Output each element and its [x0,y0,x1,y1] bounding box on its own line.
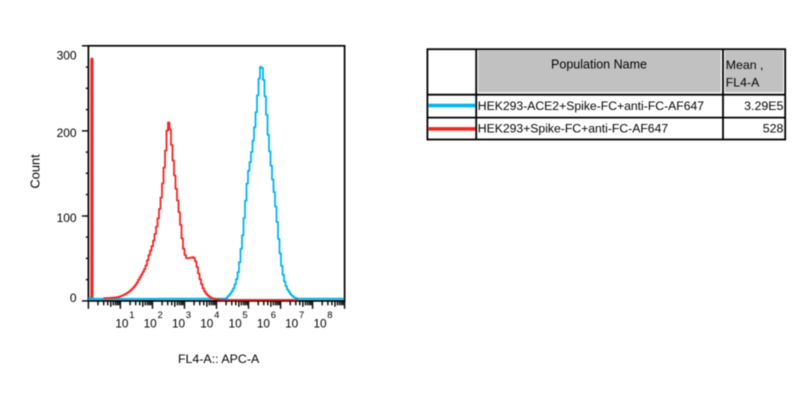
svg-text:528: 528 [763,122,784,136]
svg-text:10: 10 [144,316,158,330]
svg-text:FL4-A:: APC-A: FL4-A:: APC-A [178,352,260,366]
svg-text:FL4-A: FL4-A [726,75,760,89]
svg-text:10: 10 [229,316,243,330]
svg-text:8: 8 [327,310,332,321]
svg-text:10: 10 [257,316,271,330]
svg-text:10: 10 [200,316,214,330]
svg-text:10: 10 [172,316,186,330]
svg-text:5: 5 [242,310,247,321]
svg-text:100: 100 [57,211,77,225]
svg-text:2: 2 [158,310,163,321]
svg-text:6: 6 [271,310,276,321]
svg-text:Population Name: Population Name [551,57,647,71]
svg-text:3.29E5: 3.29E5 [744,99,783,113]
svg-text:HEK293+Spike-FC+anti-FC-AF647: HEK293+Spike-FC+anti-FC-AF647 [478,122,669,136]
svg-text:300: 300 [57,49,77,63]
svg-text:10: 10 [285,316,299,330]
svg-text:10: 10 [313,316,327,330]
svg-text:3: 3 [186,310,191,321]
svg-text:7: 7 [299,310,304,321]
svg-text:4: 4 [214,310,219,321]
svg-text:Count: Count [27,154,42,189]
svg-text:Mean ,: Mean , [726,58,764,72]
svg-text:10: 10 [115,316,129,330]
svg-text:1: 1 [129,310,134,321]
svg-text:HEK293-ACE2+Spike-FC+anti-FC-A: HEK293-ACE2+Spike-FC+anti-FC-AF647 [478,99,704,113]
svg-text:0: 0 [70,291,77,305]
svg-text:200: 200 [57,126,77,140]
